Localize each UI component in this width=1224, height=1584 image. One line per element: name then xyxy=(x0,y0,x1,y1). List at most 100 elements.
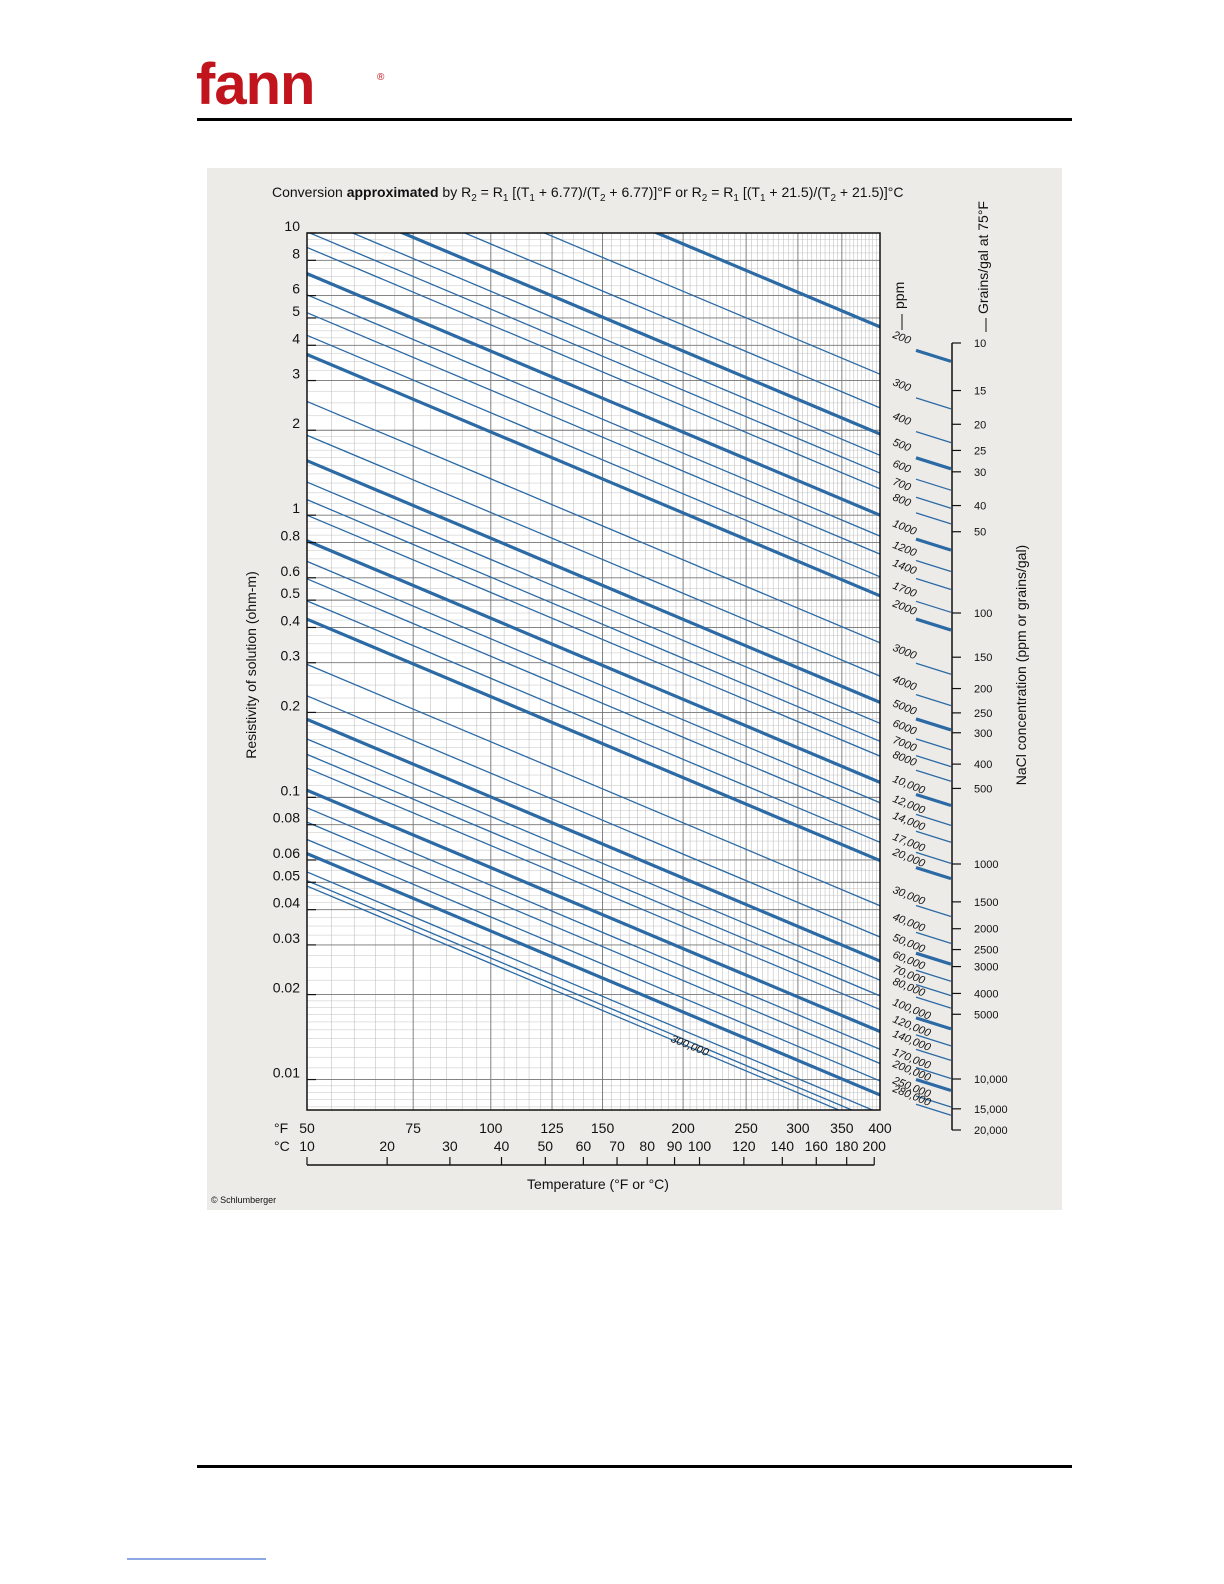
y-tick-label: 4 xyxy=(292,330,300,346)
resistivity-curve xyxy=(307,663,880,907)
celsius-tick-label: 100 xyxy=(688,1138,712,1154)
series-tick xyxy=(915,577,952,591)
curve-layer xyxy=(307,233,880,1110)
plot-area xyxy=(307,233,880,1110)
resistivity-curve xyxy=(307,294,880,537)
y-tick-label: 8 xyxy=(292,245,300,261)
x-tick-label: 150 xyxy=(591,1120,615,1136)
grains-tick-label: 250 xyxy=(974,708,992,720)
y-tick-label: 6 xyxy=(292,281,300,297)
formula-part: 2 xyxy=(830,193,836,204)
grains-tick-label: 2500 xyxy=(974,945,998,957)
series-tick xyxy=(915,456,952,471)
series-tick xyxy=(915,830,952,843)
formula-part: 2 xyxy=(600,193,606,204)
resistivity-curve xyxy=(307,788,880,1033)
right-axis-title: NaCl concentration (ppm or grains/gal) xyxy=(1013,545,1029,785)
series-tick xyxy=(915,851,952,864)
y-tick-label: 0.2 xyxy=(281,697,301,713)
resistivity-curve xyxy=(307,578,880,821)
grains-tick-label: 50 xyxy=(974,527,986,539)
resistivity-curve xyxy=(307,807,880,1050)
grains-tick-label: 300 xyxy=(974,728,992,740)
resistivity-curve xyxy=(307,600,880,843)
series-tick xyxy=(915,792,952,808)
series-tick xyxy=(915,769,952,782)
celsius-tick-label: 180 xyxy=(835,1138,859,1154)
x-tick-label: 75 xyxy=(405,1120,421,1136)
resistivity-curve xyxy=(398,233,880,436)
grains-tick-label: 30 xyxy=(974,467,986,479)
grains-tick-label: 4000 xyxy=(974,988,998,1000)
y-tick-label: 0.05 xyxy=(273,867,300,883)
series-tick xyxy=(915,537,952,552)
resistivity-curve xyxy=(307,695,880,938)
resistivity-curve xyxy=(307,838,880,1082)
grains-tick-label: 400 xyxy=(974,759,992,771)
formula-part: 2 xyxy=(702,193,708,204)
y-axis-title: Resistivity of solution (ohm-m) xyxy=(243,571,259,759)
celsius-tick-label: 70 xyxy=(609,1138,625,1154)
y-tick-label: 0.6 xyxy=(281,563,301,579)
resistivity-curve xyxy=(307,459,880,704)
y-tick-label: 0.1 xyxy=(281,782,301,798)
resistivity-curve xyxy=(307,434,880,677)
series-tick xyxy=(915,755,952,768)
grains-title: Grains/gal at 75°F xyxy=(975,201,991,314)
series-tick xyxy=(915,512,952,525)
y-tick-label: 0.08 xyxy=(273,810,300,826)
series-tick xyxy=(915,717,952,732)
x-tick-label: 350 xyxy=(830,1120,854,1136)
celsius-tick-label: 140 xyxy=(771,1138,795,1154)
ppm-title: ppm xyxy=(891,282,907,309)
formula-part: by R xyxy=(439,184,472,200)
formula-part: + 21.5)/(T xyxy=(766,184,831,200)
plot-frame xyxy=(306,232,881,1111)
series-tick xyxy=(915,813,952,827)
resistivity-curve xyxy=(308,233,880,474)
y-tick-label: 2 xyxy=(292,415,300,431)
series-tick xyxy=(915,694,952,707)
x-tick-label: 250 xyxy=(734,1120,758,1136)
celsius-tick-label: 10 xyxy=(299,1138,315,1154)
grains-tick-label: 20,000 xyxy=(974,1125,1008,1137)
resistivity-curve xyxy=(307,617,880,863)
formula-part: + 6.77)]°F or R xyxy=(606,184,702,200)
x-tick-label: 300 xyxy=(786,1120,810,1136)
resistivity-curve xyxy=(307,400,880,644)
series-tick xyxy=(915,1078,952,1093)
resistivity-curve xyxy=(307,272,880,517)
resistivity-curve xyxy=(350,233,880,456)
resistivity-curve xyxy=(307,539,880,784)
series-tick xyxy=(915,904,952,918)
y-tick-label: 0.01 xyxy=(273,1065,300,1081)
resistivity-curve xyxy=(463,233,880,409)
formula-part: = R xyxy=(477,184,503,200)
celsius-tick-label: 120 xyxy=(732,1138,756,1154)
registered-mark: ® xyxy=(377,72,385,83)
formula-part: Conversion xyxy=(272,184,347,200)
series-tick xyxy=(915,1048,952,1061)
y-tick-label: 0.8 xyxy=(281,528,301,544)
grains-tick-label: 5000 xyxy=(974,1009,998,1021)
celsius-unit: °C xyxy=(274,1138,290,1154)
grains-tick-label: 3000 xyxy=(974,962,998,974)
y-tick-label: 0.02 xyxy=(273,980,300,996)
y-tick-label: 0.04 xyxy=(273,895,300,911)
resistivity-curve xyxy=(307,852,880,1097)
formula-part: [(T xyxy=(739,184,760,200)
y-tick-label: 0.3 xyxy=(281,648,301,664)
formula-part: 1 xyxy=(503,193,509,204)
grains-tick-label: 25 xyxy=(974,445,986,457)
x-tick-label: 100 xyxy=(479,1120,503,1136)
resistivity-curve xyxy=(307,246,880,490)
resistivity-curve xyxy=(307,560,880,804)
celsius-tick-label: 160 xyxy=(805,1138,829,1154)
resistivity-curve xyxy=(307,481,880,724)
grains-tick-label: 150 xyxy=(974,652,992,664)
formula-part: + 21.5)]°C xyxy=(836,184,903,200)
resistivity-curve xyxy=(307,885,841,1110)
y-tick-label: 10 xyxy=(284,218,300,234)
